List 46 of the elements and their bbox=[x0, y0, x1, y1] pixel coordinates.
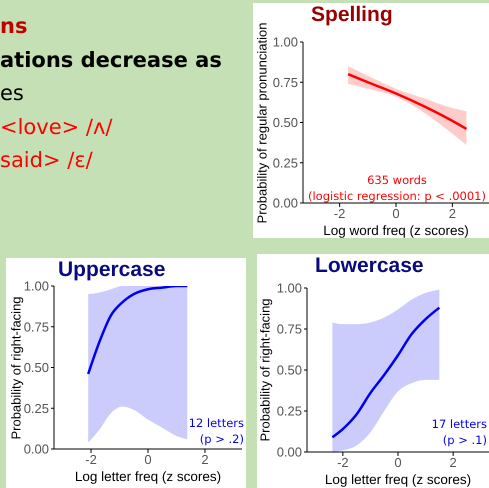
y-tick-label: 1.00 bbox=[272, 34, 298, 50]
chart-title: Lowercase bbox=[315, 254, 424, 278]
x-tick-label: 0 bbox=[392, 206, 400, 222]
text: <love> /ʌ/ bbox=[0, 114, 112, 138]
y-tick-label: 0.25 bbox=[24, 400, 49, 416]
y-tick-label: 0.50 bbox=[272, 115, 298, 130]
line-series bbox=[346, 72, 468, 130]
x-tick-label: -2 bbox=[334, 206, 346, 222]
y-axis-title: Probability of right-facing bbox=[258, 298, 272, 442]
x-tick-label: 2 bbox=[450, 455, 457, 470]
chart-title: Spelling bbox=[311, 3, 393, 27]
y-tick-label: 0.50 bbox=[276, 362, 302, 378]
y-tick-label: 0.75 bbox=[276, 322, 302, 337]
line-series bbox=[86, 286, 189, 376]
y-tick-label: 1.00 bbox=[24, 278, 49, 294]
text: said> /ε/ bbox=[0, 148, 93, 172]
y-tick-label: 0.25 bbox=[276, 404, 302, 419]
x-tick-label: 2 bbox=[201, 452, 209, 468]
annotation: 635 words bbox=[366, 173, 428, 187]
x-tick-label: 0 bbox=[144, 452, 152, 468]
annotation: (p > .1) bbox=[442, 433, 487, 447]
x-tick-label: 0 bbox=[394, 455, 402, 470]
y-axis-title: Probability of regular pronunciation bbox=[254, 22, 270, 223]
y-tick-label: 1.00 bbox=[276, 280, 302, 296]
x-axis-title: Log word freq (z scores) bbox=[322, 223, 470, 238]
annotation: 17 letters bbox=[432, 417, 487, 431]
annotation: (p > .2) bbox=[200, 432, 244, 446]
annotation: 12 letters bbox=[188, 416, 244, 430]
x-tick-label: -2 bbox=[337, 455, 349, 470]
x-tick-label: 2 bbox=[448, 206, 456, 222]
x-axis-title: Log letter freq (z scores) bbox=[74, 469, 222, 484]
y-tick-label: 0.25 bbox=[272, 155, 298, 170]
y-tick-label: 0.50 bbox=[24, 360, 49, 376]
y-tick-label: 0.75 bbox=[272, 74, 298, 90]
y-tick-label: 0.00 bbox=[276, 444, 302, 460]
x-tick-label: -2 bbox=[85, 452, 97, 468]
text: ns bbox=[0, 14, 28, 38]
text: ations decrease as bbox=[0, 48, 222, 72]
annotation: (logistic regression: p < .0001) bbox=[308, 189, 486, 203]
y-axis-title: Probability of right-facing bbox=[8, 296, 24, 440]
x-axis-title: Log letter freq (z scores) bbox=[324, 472, 472, 487]
y-tick-label: 0.75 bbox=[24, 319, 49, 334]
y-tick-label: 0.00 bbox=[24, 442, 49, 457]
y-tick-label: 0.00 bbox=[272, 196, 298, 211]
text: es bbox=[0, 81, 24, 105]
chart-title: Uppercase bbox=[58, 258, 166, 282]
